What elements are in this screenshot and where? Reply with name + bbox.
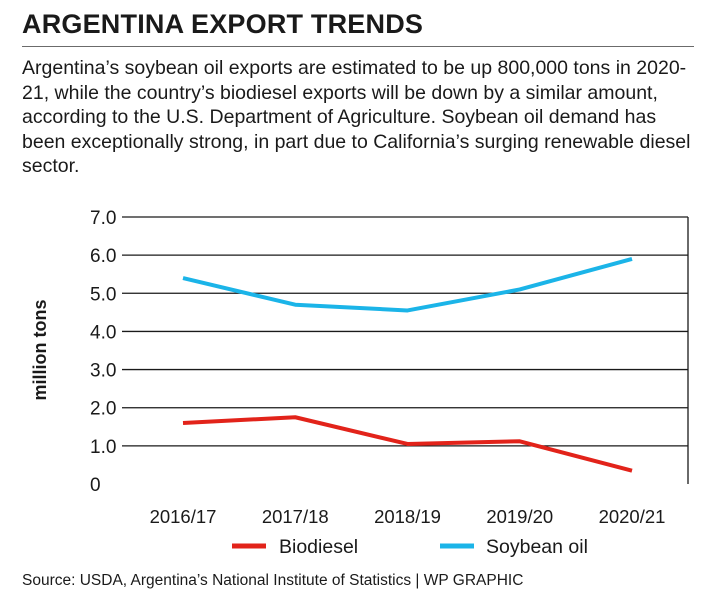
y-tick-label: 1.0: [90, 437, 116, 458]
y-tick-label: 3.0: [90, 361, 116, 382]
y-tick-label: 4.0: [90, 322, 116, 343]
x-tick-label: 2019/20: [486, 506, 553, 527]
y-tick-label: 7.0: [90, 208, 116, 229]
chart-title: ARGENTINA EXPORT TRENDS: [22, 9, 424, 39]
y-tick-label: 2.0: [90, 399, 116, 420]
y-axis-label: million tons: [30, 300, 50, 401]
legend-label: Soybean oil: [486, 536, 588, 558]
title-divider: [22, 46, 694, 47]
x-tick-label: 2020/21: [599, 506, 666, 527]
chart-description: Argentina’s soybean oil exports are esti…: [22, 57, 691, 177]
y-tick-label: 5.0: [90, 284, 116, 305]
x-tick-label: 2016/17: [150, 506, 217, 527]
series-line-soybean-oil: [182, 257, 633, 313]
source-credit: Source: USDA, Argentina’s National Insti…: [22, 572, 524, 589]
y-tick-label: 0: [90, 475, 101, 496]
y-tick-label: 6.0: [90, 246, 116, 267]
x-tick-label: 2017/18: [262, 506, 329, 527]
series-line-biodiesel: [182, 415, 633, 473]
x-tick-label: 2018/19: [374, 506, 441, 527]
legend-label: Biodiesel: [279, 536, 358, 558]
